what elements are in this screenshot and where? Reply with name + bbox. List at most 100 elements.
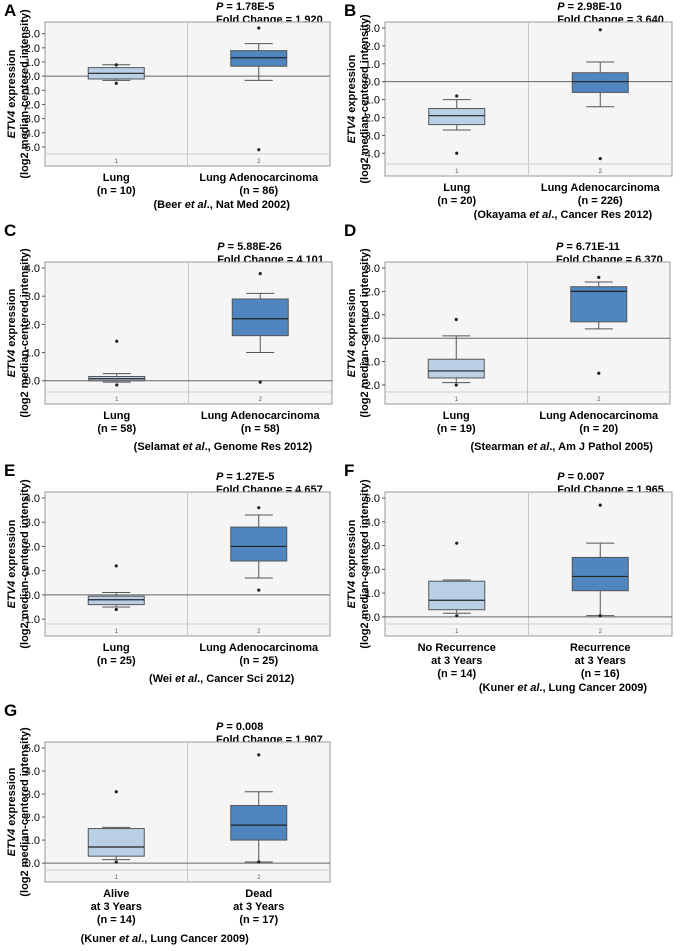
y-tick-label: 3.0 [25,291,40,303]
group-index: 2 [259,397,263,403]
box-group-2 [571,28,629,161]
p-value-text: = 5.88E-26 [225,241,282,253]
y-tick-label: 0.0 [25,71,40,83]
p-value-symbol: P [557,1,565,13]
panel-letter: B [344,1,356,20]
box [427,358,485,379]
citation: (Selamat et al., Genome Res 2012) [134,441,313,453]
outlier-point [257,506,261,510]
y-tick-label: 4.0 [25,766,40,778]
y-axis-title: ETV4 expression [6,288,18,377]
group-index: 1 [455,629,459,635]
citation-source: ., Nat Med 2002) [207,199,290,211]
y-tick-label: 0.0 [365,333,380,345]
y-tick-label: 1.0 [365,310,380,322]
y-tick-label: 0.0 [25,376,40,388]
panel-letter: E [4,461,15,480]
outlier-point [455,614,459,618]
citation-author: (Kuner [479,682,518,694]
category-label: Lung [103,410,130,422]
citation-et-al: et al [527,441,550,453]
outlier-point [597,275,601,279]
y-axis-title-line2: (log2 median-centered intensity) [359,248,371,418]
box-group-2 [230,26,288,152]
p-value-text: = 0.007 [565,471,605,483]
category-label-line2: at 3 Years [431,655,482,667]
box-group-1 [428,94,486,155]
group-index: 1 [115,159,119,165]
y-axis-title-rest: expression [6,288,18,349]
category-count: (n = 10) [97,185,136,197]
y-axis-gene: ETV4 [6,350,18,378]
category-label: Lung [443,182,470,194]
y-tick-label: -1.0 [361,357,380,369]
y-axis-gene: ETV4 [346,581,358,609]
p-value-symbol: P [216,471,224,483]
box [428,108,486,126]
group-index: 1 [115,629,119,635]
citation-author: (Selamat [134,441,183,453]
p-value: P = 5.88E-26 [217,241,282,253]
box [87,595,145,606]
p-value: P = 0.008 [216,721,263,733]
panel-letter: D [344,221,356,240]
y-axis-title: ETV4 expression [346,288,358,377]
box [231,298,289,337]
category-count: (n = 25) [97,655,136,667]
citation-author: (Kuner [81,933,120,945]
outlier-point [114,564,118,568]
outlier-point [598,157,602,161]
outlier-point [454,317,458,322]
y-tick-label: -3.0 [21,114,40,126]
box-group-1 [428,541,486,618]
y-tick-label: 3.0 [25,29,40,41]
citation: (Kuner et al., Lung Cancer 2009) [81,933,249,945]
box-group-2 [570,275,628,375]
category-count: (n = 58) [97,423,136,435]
category-label: Lung Adenocarcinoma [541,182,661,194]
y-tick-label: -4.0 [21,128,40,140]
y-axis-title: ETV4 expression [346,519,358,608]
y-tick-label: 1.0 [365,588,380,600]
citation-source: ., Genome Res 2012) [205,441,313,453]
y-tick-label: 3.0 [365,263,380,275]
p-value-symbol: P [216,721,224,733]
y-tick-label: 5.0 [25,743,40,755]
y-axis-title-line2: (log2 median-centered intensity) [19,248,31,418]
panel-letter: C [4,221,16,240]
citation-source: ., Cancer Sci 2012) [197,673,295,685]
y-tick-label: -1.0 [21,614,40,626]
citation: (Okayama et al., Cancer Res 2012) [474,209,653,220]
outlier-point [114,63,118,67]
p-value-symbol: P [557,471,565,483]
y-tick-label: 1.0 [365,59,380,71]
citation-source: ., Am J Pathol 2005) [549,441,653,453]
box [230,526,288,562]
y-tick-label: 1.0 [25,835,40,847]
y-axis-title-line2: (log2 median-centered intensity) [19,727,31,897]
category-count: (n = 25) [239,655,278,667]
y-tick-label: 0.0 [365,77,380,89]
outlier-point [455,94,459,98]
box [571,556,629,592]
y-axis-title-rest: expression [6,49,18,110]
outlier-point [257,148,261,152]
y-tick-label: -2.0 [21,99,40,111]
y-tick-label: 2.0 [25,319,40,331]
citation-et-al: et al [119,933,142,945]
y-tick-label: 2.0 [25,43,40,55]
category-label: Alive [103,888,129,900]
y-axis-gene: ETV4 [346,350,358,378]
category-count: (n = 58) [241,423,280,435]
p-value-symbol: P [217,241,225,253]
p-value-text: = 2.98E-10 [565,1,622,13]
p-value: P = 2.98E-10 [557,1,622,13]
category-count: (n = 20) [437,195,476,207]
category-count: (n = 14) [97,914,136,926]
p-value-symbol: P [216,1,224,13]
y-tick-label: 3.0 [25,789,40,801]
